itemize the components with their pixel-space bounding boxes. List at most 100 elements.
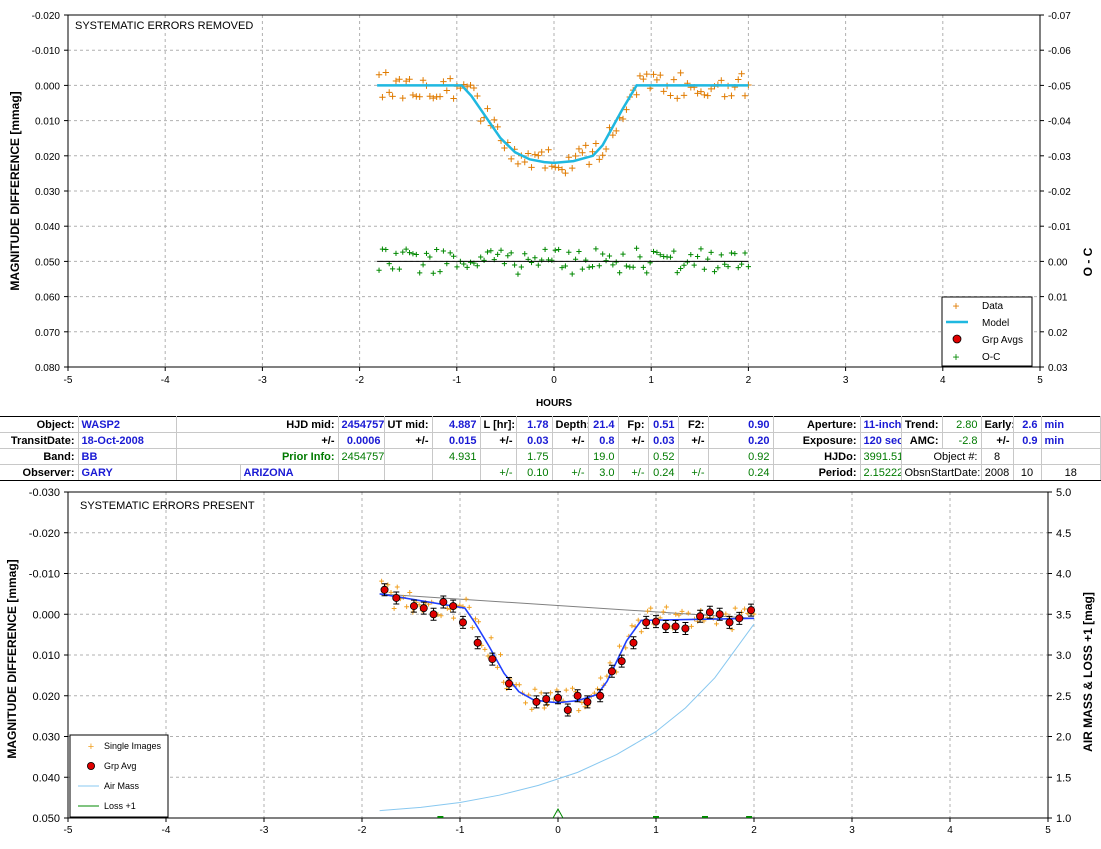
hjd-pm: +/- (176, 432, 339, 449)
grp-avg-point (696, 612, 705, 621)
single-image-point (385, 582, 391, 588)
grp-avg-point (429, 610, 438, 619)
data-point (728, 92, 735, 99)
oc-point (617, 270, 623, 276)
data-point (382, 69, 390, 76)
grp-avg-point (725, 618, 734, 627)
oc-point (427, 254, 433, 260)
single-image-point (394, 584, 400, 590)
object-value: WASP2 (78, 416, 177, 433)
oc-point (508, 250, 514, 256)
top-y2-tick-label: -0.06 (1048, 46, 1071, 57)
data-point (721, 93, 728, 100)
top-x-tick-label: -3 (258, 375, 267, 386)
trend-label: Trend: (901, 416, 943, 433)
single-image-point (563, 687, 569, 693)
oc-point (742, 250, 748, 256)
early-label: Early: (980, 416, 1014, 433)
oc-point (606, 253, 613, 259)
single-image-point (469, 625, 475, 630)
oc-point (705, 256, 711, 262)
bottom-x-tick-label: 3 (849, 825, 855, 836)
data-point (514, 160, 522, 168)
data-point (623, 106, 630, 113)
early-error: 0.9 (1013, 432, 1042, 449)
data-point (524, 150, 532, 157)
band-value: BB (78, 448, 177, 465)
single-image-point (732, 605, 738, 611)
data-point (697, 88, 705, 95)
grp-avg-point (563, 706, 572, 715)
transit-info-table: Object: WASP2 HJD mid: 2454757.7052 UT m… (0, 416, 1101, 481)
data-point (541, 164, 549, 172)
single-image-point (391, 606, 397, 611)
single-image-point (679, 608, 685, 614)
top-y2-tick-label: 0.02 (1048, 328, 1068, 339)
depth-error: 0.8 (588, 432, 619, 449)
data-point (399, 94, 406, 102)
data-point (643, 70, 650, 78)
prior-ut: 4.931 (432, 448, 481, 465)
bottom-y2-tick-label: 4.5 (1056, 528, 1071, 540)
single-image-point (476, 619, 482, 625)
data-point (521, 158, 528, 166)
data-point (386, 89, 393, 96)
top-y-tick-label: 0.010 (35, 117, 60, 128)
oc-point (498, 247, 504, 253)
band-label: Band: (0, 448, 79, 465)
grp-avg-point (473, 638, 482, 647)
prior-depth-error: 3.0 (588, 464, 619, 481)
f2-label: F2: (678, 416, 709, 433)
top-y-tick-label: 0.050 (35, 257, 60, 268)
oc-point (613, 259, 619, 265)
oc-point (478, 254, 484, 260)
bottom-x-tick-label: 2 (751, 825, 757, 836)
grp-avg-point (392, 593, 401, 602)
top-x-tick-label: 1 (648, 375, 654, 386)
bottom-x-tick-label: 4 (947, 825, 953, 836)
top-chart-title: SYSTEMATIC ERRORS REMOVED (75, 20, 253, 32)
bottom-x-tick-label: 5 (1045, 825, 1051, 836)
bottom-y-tick-label: 0.020 (32, 691, 60, 703)
oc-point (437, 269, 443, 275)
bottom-y2-tick-label: 1.0 (1056, 813, 1071, 825)
oc-point (484, 249, 491, 255)
oc-point (515, 271, 521, 277)
oc-point (562, 263, 569, 269)
object-number-value: 8 (981, 448, 1014, 465)
single-image-point (482, 646, 488, 652)
bottom-chart-title: SYSTEMATIC ERRORS PRESENT (80, 500, 255, 512)
grp-avg-point (380, 585, 389, 594)
bottom-legend: + Single Images Grp Avg Air Mass Loss +1 (69, 734, 169, 818)
data-point (450, 95, 457, 102)
grp-avg-point (705, 608, 714, 617)
top-y-tick-label: 0.040 (35, 222, 60, 233)
single-image-point (663, 604, 669, 610)
data-point (565, 154, 573, 161)
oc-point (620, 251, 626, 257)
data-point (463, 83, 471, 90)
top-x-tick-label: 0 (551, 375, 557, 386)
f2-error: 0.20 (708, 432, 774, 449)
single-image-point (635, 617, 641, 623)
bottom-model-curve (379, 593, 755, 704)
single-image-point (485, 653, 491, 659)
grp-avg-point (661, 622, 670, 631)
bottom-x-tick-label: -1 (456, 825, 465, 836)
oc-point (650, 248, 657, 255)
oc-point (549, 257, 555, 263)
data-point (501, 144, 508, 152)
top-y-tick-label: 0.000 (35, 81, 60, 92)
data-point (619, 115, 627, 123)
oc-point (450, 253, 457, 259)
data-point (558, 166, 566, 173)
top-chart: -5 -4 -3 -2 -1 0 1 2 3 4 5 -0.020 -0.010 0.000 0.010 0.… (8, 11, 1095, 409)
single-image-point (638, 629, 644, 635)
amc-value: -2.8 (942, 432, 982, 449)
grp-avg-point (573, 691, 582, 700)
single-image-point (660, 609, 666, 615)
single-image-point (463, 596, 469, 602)
data-point (575, 145, 583, 153)
data-point (677, 69, 684, 77)
bottom-y-tick-label: -0.030 (29, 487, 60, 499)
